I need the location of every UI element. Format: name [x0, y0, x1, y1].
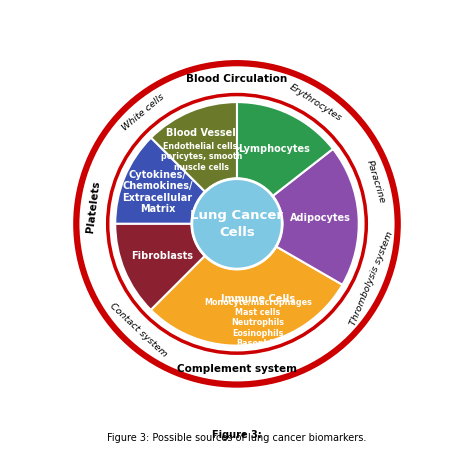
Text: Thrombolysis system: Thrombolysis system: [348, 230, 394, 327]
Text: Lymphocytes: Lymphocytes: [237, 144, 310, 154]
Circle shape: [192, 179, 282, 269]
Text: Adipocytes: Adipocytes: [290, 213, 351, 223]
Text: Lung Cancer
Cells: Lung Cancer Cells: [191, 209, 283, 239]
Wedge shape: [273, 149, 359, 285]
Text: Immune Cells: Immune Cells: [221, 294, 295, 304]
Text: Endothelial cells,
pericytes, smooth
muscle cells: Endothelial cells, pericytes, smooth mus…: [161, 142, 242, 172]
Text: Figure 3:: Figure 3:: [212, 430, 262, 440]
Text: Platelets: Platelets: [85, 180, 101, 233]
Text: Monocyte/macrophages
Mast cells
Neutrophils
Eosinophils
Basophils: Monocyte/macrophages Mast cells Neutroph…: [204, 298, 312, 348]
Text: Figure 3: Possible sources of lung cancer biomarkers.: Figure 3: Possible sources of lung cance…: [107, 433, 367, 443]
Wedge shape: [151, 247, 342, 345]
Text: Cytokines/
Chemokines/
Extracellular
Matrix: Cytokines/ Chemokines/ Extracellular Mat…: [122, 169, 192, 214]
Text: Paracrine: Paracrine: [365, 158, 386, 204]
Text: Contact system: Contact system: [108, 301, 168, 359]
Text: Erythrocytes: Erythrocytes: [288, 82, 344, 123]
Text: Blood Circulation: Blood Circulation: [186, 74, 288, 84]
Wedge shape: [115, 224, 205, 310]
Text: Blood Vessel: Blood Vessel: [166, 128, 236, 138]
Text: White cells: White cells: [121, 93, 166, 133]
Text: Fibroblasts: Fibroblasts: [131, 251, 193, 261]
Wedge shape: [115, 138, 205, 224]
Text: Complement system: Complement system: [177, 364, 297, 374]
Wedge shape: [151, 102, 237, 192]
Circle shape: [76, 63, 398, 385]
Wedge shape: [237, 102, 333, 196]
